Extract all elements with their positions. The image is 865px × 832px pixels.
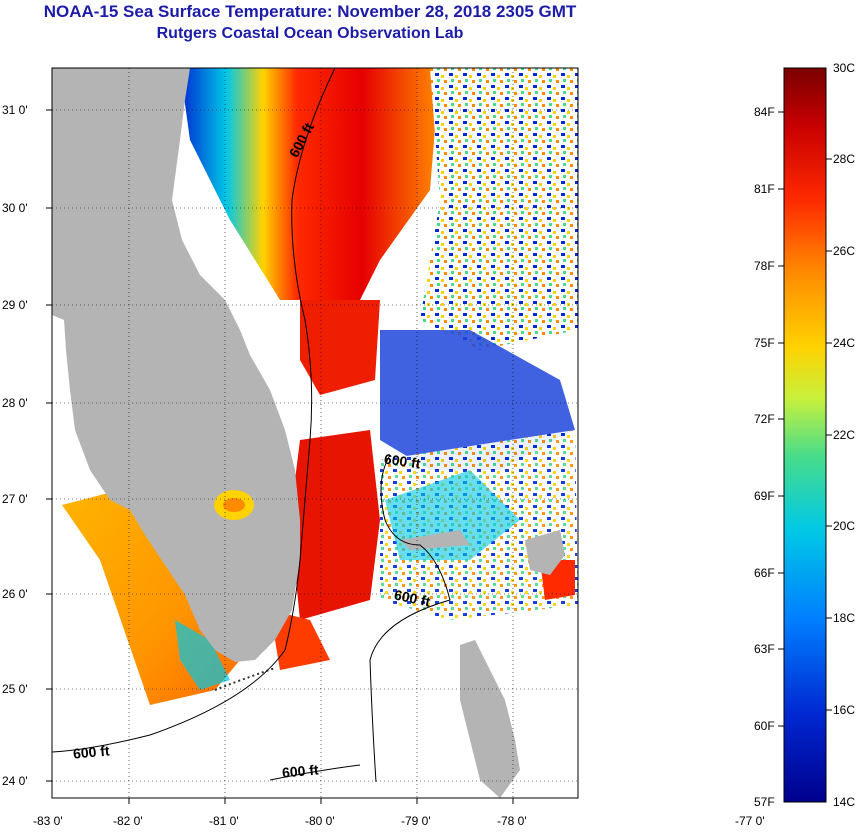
colorbar-ticks bbox=[778, 111, 832, 727]
graticule bbox=[52, 68, 578, 798]
contour-label-600ft: 600 ft bbox=[281, 761, 320, 781]
lon-label-81: -81 0' bbox=[209, 814, 239, 828]
colorbar-c-24: 24C bbox=[833, 336, 856, 350]
colorbar-f-69: 69F bbox=[754, 489, 775, 503]
lat-label-25: 25 0' bbox=[2, 682, 28, 696]
colorbar-c-28: 28C bbox=[833, 152, 856, 166]
lon-label-79: -79 0' bbox=[401, 814, 431, 828]
map-subtitle: Rutgers Coastal Ocean Observation Lab bbox=[156, 25, 464, 42]
contour-label-600ft: 600 ft bbox=[72, 742, 111, 762]
colorbar-f-66: 66F bbox=[754, 566, 775, 580]
lat-label-24: 24 0' bbox=[2, 774, 28, 788]
lat-label-31: 31 0' bbox=[2, 103, 28, 117]
colorbar-f-63: 63F bbox=[754, 642, 775, 656]
gulf-stream-north bbox=[180, 68, 440, 300]
colorbar-c-30: 30C bbox=[833, 61, 856, 75]
axis-ticks bbox=[46, 109, 514, 804]
colorbar-c-26: 26C bbox=[833, 244, 856, 258]
map-border bbox=[51, 67, 579, 799]
lon-label-82: -82 0' bbox=[113, 814, 143, 828]
lat-label-26: 26 0' bbox=[2, 587, 28, 601]
isobath-600ft-west bbox=[51, 67, 336, 753]
lat-label-27: 27 0' bbox=[2, 492, 28, 506]
colorbar-c-14: 14C bbox=[833, 795, 856, 809]
colorbar-f-75: 75F bbox=[754, 336, 775, 350]
map-title: NOAA-15 Sea Surface Temperature: Novembe… bbox=[43, 2, 577, 21]
lon-label-78: -78 0' bbox=[497, 814, 527, 828]
cloud-speckle-north bbox=[420, 68, 578, 350]
lat-label-30: 30 0' bbox=[2, 201, 28, 215]
colorbar-f-81: 81F bbox=[754, 182, 775, 196]
bahamas-andros bbox=[460, 640, 520, 798]
lat-label-28: 28 0' bbox=[2, 396, 28, 410]
colorbar-c-22: 22C bbox=[833, 428, 856, 442]
colorbar-c-18: 18C bbox=[833, 611, 856, 625]
lat-label-29: 29 0' bbox=[2, 298, 28, 312]
colorbar-f-72: 72F bbox=[754, 412, 775, 426]
isobath-600ft-east bbox=[369, 454, 451, 783]
temperature-colorbar bbox=[783, 67, 827, 803]
gulf-stream-south bbox=[290, 430, 380, 620]
colorbar-f-60: 60F bbox=[754, 719, 775, 733]
colorbar-c-16: 16C bbox=[833, 703, 856, 717]
colorbar-f-57: 57F bbox=[754, 795, 775, 809]
colorbar-f-78: 78F bbox=[754, 259, 775, 273]
colorbar-f-84: 84F bbox=[754, 105, 775, 119]
lon-label-83: -83 0' bbox=[33, 814, 63, 828]
colorbar-c-20: 20C bbox=[833, 519, 856, 533]
lon-label-77: -77 0' bbox=[735, 814, 765, 828]
lon-label-80: -80 0' bbox=[305, 814, 335, 828]
bahamas-abaco bbox=[525, 530, 565, 575]
